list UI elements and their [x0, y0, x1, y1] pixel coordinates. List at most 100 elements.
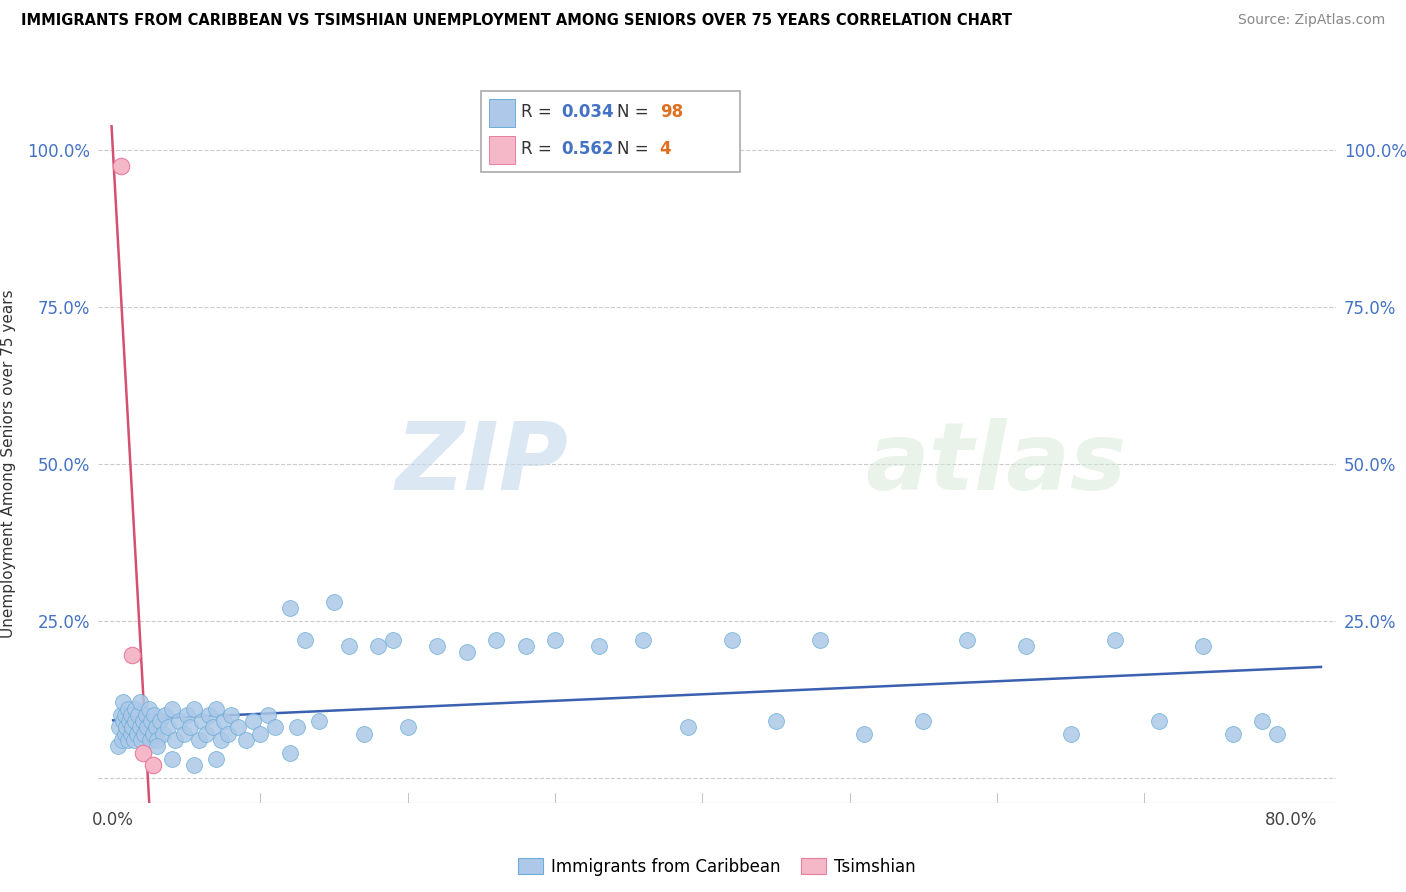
Point [128, 695, 150, 709]
Point [169, 714, 191, 729]
Point [163, 733, 186, 747]
Point [205, 701, 228, 715]
Point [1222, 727, 1244, 741]
Text: ZIP: ZIP [395, 417, 568, 510]
Point [308, 714, 330, 729]
Point [152, 727, 174, 741]
Point [1265, 727, 1288, 741]
Point [720, 632, 742, 647]
FancyBboxPatch shape [481, 91, 740, 172]
Point [145, 721, 167, 735]
Point [544, 632, 567, 647]
Point [111, 733, 134, 747]
Point [128, 721, 150, 735]
Point [382, 632, 405, 647]
Point [136, 721, 159, 735]
Point [173, 727, 195, 741]
Point [108, 721, 131, 735]
Point [129, 733, 152, 747]
Point [118, 714, 141, 729]
Text: 4: 4 [659, 139, 671, 158]
Point [808, 632, 831, 647]
Point [160, 701, 183, 715]
Point [187, 733, 209, 747]
Point [256, 707, 278, 722]
Point [110, 707, 132, 722]
Point [676, 721, 699, 735]
Point [912, 714, 935, 729]
Point [112, 714, 135, 729]
Point [176, 707, 198, 722]
Point [122, 733, 145, 747]
Point [485, 632, 508, 647]
Point [153, 707, 176, 722]
Point [115, 721, 138, 735]
Point [110, 159, 132, 173]
Point [235, 733, 257, 747]
Text: R =: R = [520, 139, 557, 158]
Point [121, 648, 143, 663]
Point [156, 721, 179, 735]
Point [142, 758, 165, 772]
Point [131, 746, 153, 760]
Point [294, 632, 316, 647]
Point [426, 639, 449, 653]
Point [1192, 639, 1215, 653]
Point [160, 752, 183, 766]
Point [198, 707, 221, 722]
Point [107, 739, 129, 754]
Point [135, 707, 157, 722]
Point [112, 695, 135, 709]
Point [853, 727, 876, 741]
Point [285, 721, 308, 735]
Text: 98: 98 [659, 103, 683, 121]
Point [217, 727, 239, 741]
Text: IMMIGRANTS FROM CARIBBEAN VS TSIMSHIAN UNEMPLOYMENT AMONG SENIORS OVER 75 YEARS : IMMIGRANTS FROM CARIBBEAN VS TSIMSHIAN U… [21, 13, 1012, 29]
Point [456, 645, 478, 659]
Point [138, 701, 160, 715]
Point [146, 733, 169, 747]
Point [117, 733, 139, 747]
Point [146, 739, 169, 754]
Point [114, 707, 136, 722]
Text: R =: R = [520, 103, 557, 121]
Point [323, 595, 346, 609]
Text: N =: N = [617, 103, 654, 121]
Point [337, 639, 360, 653]
Bar [489, 99, 516, 128]
Point [956, 632, 979, 647]
Y-axis label: Unemployment Among Seniors over 75 years: Unemployment Among Seniors over 75 years [1, 290, 15, 638]
Point [1059, 727, 1081, 741]
Point [633, 632, 655, 647]
Point [117, 701, 139, 715]
Text: Source: ZipAtlas.com: Source: ZipAtlas.com [1237, 13, 1385, 28]
Point [183, 701, 205, 715]
Point [132, 727, 155, 741]
Text: N =: N = [617, 139, 654, 158]
Point [143, 707, 166, 722]
Point [367, 639, 389, 653]
Point [120, 727, 142, 741]
Point [179, 721, 201, 735]
Point [121, 721, 143, 735]
Point [205, 752, 228, 766]
Point [125, 727, 148, 741]
Point [212, 714, 235, 729]
Point [588, 639, 610, 653]
Point [1015, 639, 1038, 653]
Text: atlas: atlas [866, 417, 1126, 510]
Point [139, 733, 162, 747]
Point [141, 714, 163, 729]
Point [249, 727, 271, 741]
Point [183, 758, 205, 772]
Legend: Immigrants from Caribbean, Tsimshian: Immigrants from Caribbean, Tsimshian [512, 851, 922, 882]
Point [1104, 632, 1126, 647]
Point [202, 721, 225, 735]
Point [209, 733, 232, 747]
Point [242, 714, 264, 729]
Point [142, 727, 165, 741]
Point [765, 714, 787, 729]
Point [278, 601, 301, 615]
Point [278, 746, 301, 760]
Point [1147, 714, 1170, 729]
